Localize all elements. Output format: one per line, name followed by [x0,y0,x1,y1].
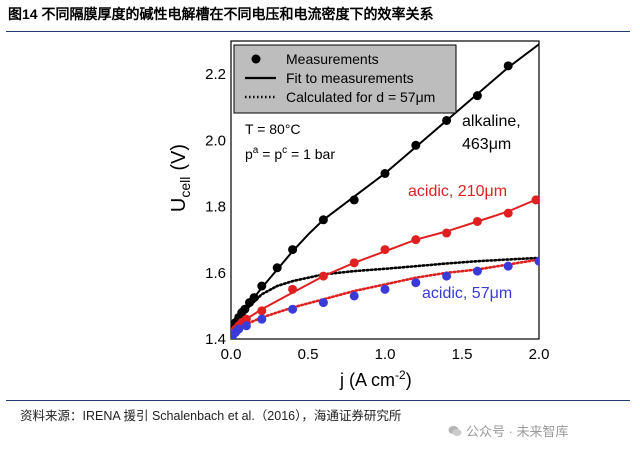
watermark: 公众号 · 未来智库 [448,421,569,440]
y-tick-label: 1.8 [205,199,226,216]
measurement-point [288,245,298,255]
measurement-point [349,195,359,205]
series-2 [231,256,539,339]
measurement-point [380,168,390,178]
measurement-point [318,271,328,281]
measurement-point [380,284,390,294]
measurement-point [240,304,250,314]
measurement-point [288,284,298,294]
legend-label-fit: Fit to measurements [286,70,414,86]
measurement-point [411,278,421,288]
y-tick-label: 1.4 [205,331,226,348]
x-tick-label: 0.5 [298,346,319,363]
measurement-point [241,314,251,324]
measurement-point [442,228,452,238]
x-tick-label: 1.5 [452,346,473,363]
measurement-point [472,266,482,276]
measurement-point [472,91,482,101]
source-note: 资料来源：IRENA 援引 Schalenbach et al.（2016），海… [20,409,402,423]
y-axis-label: Ucell(V) [168,144,193,212]
measurement-point [411,235,421,245]
measurement-point [272,263,282,273]
measurement-point [503,261,513,271]
measurement-point [411,140,421,150]
measurement-point [241,321,251,331]
y-tick-label: 1.6 [205,265,226,282]
x-tick-label: 1.0 [375,346,396,363]
conditions: T = 80°C pa = pc = 1 bar [245,121,335,162]
legend-label-calculated: Calculated for d = 57μm [286,89,435,105]
legend: Measurements Fit to measurements Calcula… [233,44,457,114]
chart: Ucell(V) j (A cm-2) 0.0 0.5 1.0 1.5 2.0 1.4 1… [168,40,550,390]
plot-content [231,43,539,339]
measurement-point [503,61,513,71]
measurement-point [531,195,539,205]
series-labels: alkaline, 463μm acidic, 210μm acidic, 57… [408,113,521,302]
series-label-acidic-210: acidic, 210μm [408,183,507,200]
measurement-point [257,314,267,324]
watermark-text: 公众号 · 未来智库 [466,424,569,439]
measurement-point [318,215,328,225]
measurement-point [257,281,267,291]
measurement-point [442,115,452,125]
measurement-point [234,324,244,334]
figure-title: 图14 不同隔膜厚度的碱性电解槽在不同电压和电流密度下的效率关系 [8,6,434,22]
y-tick-label: 2.0 [205,132,226,149]
y-tick-label: 2.2 [205,66,226,83]
measurement-point [472,216,482,226]
measurement-point [249,293,259,303]
condition-pressure: pa = pc = 1 bar [245,145,335,162]
measurement-point [349,291,359,301]
measurement-point [380,245,390,255]
series-label-alkaline: alkaline, [462,113,521,130]
wechat-icon [448,426,462,436]
x-tick-label: 2.0 [529,346,550,363]
measurement-point [318,298,328,308]
x-axis-label: j (A cm-2) [339,368,412,390]
measurement-point [534,256,539,266]
x-tick-label: 0.0 [221,346,242,363]
legend-marker-measurements [251,54,261,64]
measurement-point [442,271,452,281]
title-rule [6,31,630,32]
measurement-point [257,306,267,316]
legend-label-measurements: Measurements [286,51,379,67]
series-label-alkaline-thickness: 463μm [462,136,511,153]
condition-temperature: T = 80°C [245,121,301,137]
measurement-point [349,258,359,268]
series-label-acidic-57: acidic, 57μm [422,285,512,302]
source-rule [6,400,630,401]
measurement-point [288,304,298,314]
measurement-point [503,208,513,218]
